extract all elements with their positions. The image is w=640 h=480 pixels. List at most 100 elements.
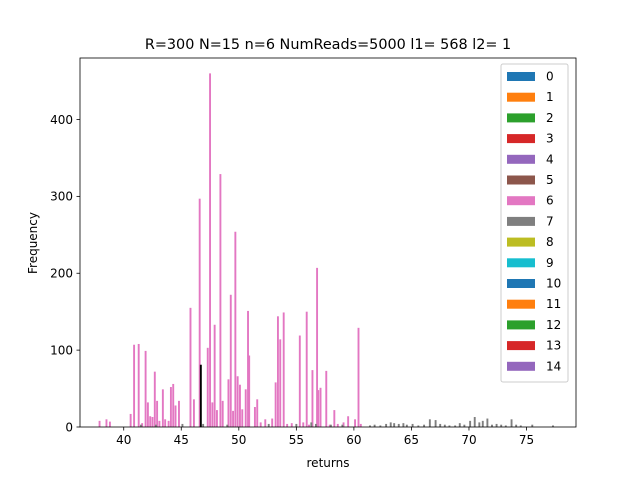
bar-series-1-bin-26 xyxy=(443,424,446,427)
bar-series-1-bin-3 xyxy=(202,423,205,427)
bar-series-0-bin-41 xyxy=(253,407,256,427)
bar-series-0-bin-66 xyxy=(354,419,356,427)
bar-series-0-bin-21 xyxy=(189,307,192,427)
bar-series-0-bin-1 xyxy=(105,419,108,427)
legend-swatch-13 xyxy=(507,341,535,351)
bar-series-0-bin-42 xyxy=(256,399,259,427)
bar-series-0-bin-57 xyxy=(316,267,319,427)
bar-series-0-bin-17 xyxy=(169,387,172,427)
bar-series-1-bin-15 xyxy=(389,422,392,427)
y-tick-label-2: 200 xyxy=(50,267,73,281)
bar-series-1-bin-2 xyxy=(181,423,184,427)
bar-series-1-bin-43 xyxy=(531,424,534,427)
bar-series-0-bin-65 xyxy=(347,416,350,427)
legend-label-3: 3 xyxy=(546,132,554,146)
bar-series-0-bin-46 xyxy=(274,382,277,427)
bar-series-0-bin-23 xyxy=(198,198,201,427)
legend-swatch-4 xyxy=(507,154,535,164)
bar-series-1-bin-41 xyxy=(515,424,518,427)
x-tick-label-6: 70 xyxy=(461,433,476,447)
bar-series-0-bin-44 xyxy=(264,419,267,427)
bar-series-1-bin-23 xyxy=(428,419,431,427)
bar-series-1-bin-36 xyxy=(491,424,493,427)
bar-series-0-bin-38 xyxy=(244,389,247,427)
bar-series-1-bin-28 xyxy=(454,425,457,427)
bar-series-0-bin-32 xyxy=(229,294,232,427)
legend-swatch-12 xyxy=(507,320,535,330)
bar-series-1-bin-34 xyxy=(481,420,484,427)
bar-series-0-bin-48 xyxy=(279,339,282,427)
bar-series-1-bin-31 xyxy=(469,420,472,427)
bar-series-0-bin-7 xyxy=(144,350,147,427)
x-tick-label-5: 65 xyxy=(404,433,419,447)
legend-label-8: 8 xyxy=(546,235,554,249)
bar-series-0-bin-64 xyxy=(342,422,345,427)
bar-series-1-bin-5 xyxy=(267,423,270,427)
bar-series-0-bin-12 xyxy=(156,400,159,427)
bar-series-1-bin-13 xyxy=(379,425,382,427)
bar-series-0-bin-3 xyxy=(129,413,132,427)
bar-series-1-bin-4 xyxy=(226,424,229,427)
bar-series-0-bin-45 xyxy=(271,418,274,427)
bar-series-0-bin-51 xyxy=(290,423,293,427)
legend-swatch-5 xyxy=(507,175,535,185)
bar-series-1-bin-24 xyxy=(434,420,437,427)
bar-series-2-bin-0 xyxy=(199,364,202,427)
bar-series-1-bin-18 xyxy=(402,423,405,427)
x-tick-label-1: 45 xyxy=(174,433,189,447)
bar-series-0-bin-67 xyxy=(357,327,360,427)
bar-series-1-bin-17 xyxy=(397,423,400,427)
bar-series-0-bin-55 xyxy=(308,424,310,427)
legend-swatch-6 xyxy=(507,196,535,206)
x-tick-label-3: 55 xyxy=(289,433,304,447)
bar-series-1-bin-37 xyxy=(495,423,498,427)
legend-swatch-9 xyxy=(507,258,535,268)
bar-series-1-bin-29 xyxy=(458,423,461,427)
bar-series-1-bin-38 xyxy=(500,424,503,427)
bar-series-0-bin-2 xyxy=(108,421,111,427)
bar-series-0-bin-9 xyxy=(149,416,152,427)
bar-series-0-bin-61 xyxy=(328,424,331,427)
x-tick-label-2: 50 xyxy=(231,433,246,447)
x-axis-label: returns xyxy=(307,456,350,470)
bar-series-0-bin-19 xyxy=(174,405,177,427)
bar-series-0-bin-4 xyxy=(133,344,136,427)
bar-series-0-bin-8 xyxy=(146,402,149,427)
bar-series-0-bin-39 xyxy=(247,310,249,427)
bar-series-0-bin-43 xyxy=(259,422,262,427)
bar-series-0-bin-30 xyxy=(221,400,224,427)
bar-series-0-bin-53 xyxy=(302,422,305,427)
bar-series-1-bin-39 xyxy=(504,425,507,427)
bar-series-0-bin-25 xyxy=(209,73,211,428)
bar-series-0-bin-29 xyxy=(219,174,222,427)
bar-series-1-bin-12 xyxy=(373,424,376,427)
bar-series-0-bin-28 xyxy=(216,410,218,427)
bar-series-1-bin-40 xyxy=(510,419,513,427)
bar-series-0-bin-27 xyxy=(213,324,216,427)
legend-swatch-1 xyxy=(507,92,535,102)
legend-label-4: 4 xyxy=(546,152,554,166)
bar-series-0-bin-18 xyxy=(172,383,175,427)
bar-series-0-bin-50 xyxy=(286,423,289,427)
y-tick-label-4: 400 xyxy=(50,113,73,127)
bar-series-0-bin-52 xyxy=(298,335,301,427)
bar-series-0-bin-22 xyxy=(192,399,195,427)
x-tick-label-4: 60 xyxy=(346,433,361,447)
legend-label-9: 9 xyxy=(546,256,554,270)
bar-series-1-bin-35 xyxy=(486,418,489,427)
y-axis-label: Frequency xyxy=(26,212,40,274)
bar-series-0-bin-68 xyxy=(359,423,362,427)
bar-series-0-bin-36 xyxy=(239,384,241,427)
bar-series-0-bin-26 xyxy=(211,402,214,427)
bar-series-1-bin-22 xyxy=(423,424,426,427)
bar-series-0-bin-16 xyxy=(167,420,170,427)
plot-frame xyxy=(79,57,577,428)
bar-series-0-bin-37 xyxy=(241,409,244,427)
bar-series-1-bin-0 xyxy=(140,424,142,427)
bar-series-1-bin-27 xyxy=(448,425,451,427)
chart-title: R=300 N=15 n=6 NumReads=5000 l1= 568 l2=… xyxy=(145,37,511,53)
bar-series-1-bin-1 xyxy=(155,424,157,427)
bar-series-1-bin-32 xyxy=(473,417,476,427)
